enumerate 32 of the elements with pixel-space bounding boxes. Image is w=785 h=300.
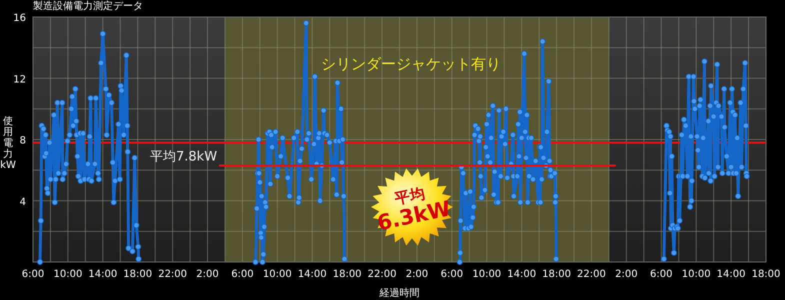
x-tick-label: 2:00	[196, 269, 219, 280]
x-tick-label: 14:00	[507, 269, 536, 280]
ref-line-label: 平均7.8kW	[150, 150, 218, 165]
x-axis-title: 経過時間	[378, 287, 420, 299]
x-tick-label: 18:00	[752, 269, 780, 280]
y-tick-label: 12	[13, 74, 26, 86]
x-tick-label: 2:00	[406, 269, 428, 280]
y-axis-title: 使用電力kW	[0, 116, 16, 171]
y-tick-label: 8	[20, 136, 26, 146]
x-tick-label: 6:00	[650, 269, 673, 280]
x-tick-label: 18:00	[123, 269, 152, 280]
x-tick-label: 14:00	[716, 269, 746, 280]
x-tick-label: 10:00	[53, 269, 82, 280]
x-tick-label: 14:00	[88, 269, 118, 280]
annotation: 平均 6.3kW	[375, 184, 453, 236]
chart-title: 製造設備電力測定データ	[33, 0, 143, 12]
x-tick-label: 10:00	[682, 269, 711, 280]
x-tick-label: 22:00	[368, 269, 396, 280]
x-tick-label: 22:00	[577, 269, 606, 280]
x-tick-label: 6:00	[440, 269, 464, 280]
x-tick-label: 10:00	[262, 269, 292, 280]
band-label: シリンダージャケット有り	[320, 55, 501, 74]
x-tick-label: 6:00	[231, 269, 254, 280]
x-tick-label: 6:00	[22, 269, 44, 280]
x-tick-label: 14:00	[298, 269, 327, 280]
y-tick-label: 16	[13, 13, 26, 24]
y-tick-label: 4	[20, 196, 26, 208]
x-tick-label: 22:00	[158, 269, 188, 280]
x-tick-label: 2:00	[615, 269, 638, 280]
x-tick-label: 10:00	[472, 269, 502, 280]
x-tick-label: 18:00	[542, 269, 571, 280]
x-tick-label: 18:00	[332, 269, 362, 280]
